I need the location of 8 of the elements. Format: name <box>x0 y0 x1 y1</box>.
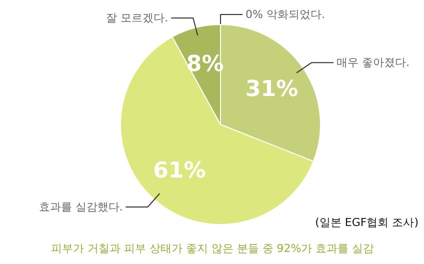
text: (일본 EGF협회 조사) <box>315 216 419 229</box>
text: 피부가 거칠과 피부 상태가 좋지 않은 분들 중 92%가 효과를 실감 <box>50 242 374 255</box>
slice-label: 매우 좋아졌다. <box>336 56 410 70</box>
slice-label: 잘 모르겠다. <box>106 11 168 24</box>
data-label: 61% <box>153 158 206 184</box>
category-label: 0% 악화되었다. <box>246 8 325 21</box>
slice-label: 효과를 실감했다. <box>38 200 123 214</box>
data-label: 31% <box>245 77 298 102</box>
